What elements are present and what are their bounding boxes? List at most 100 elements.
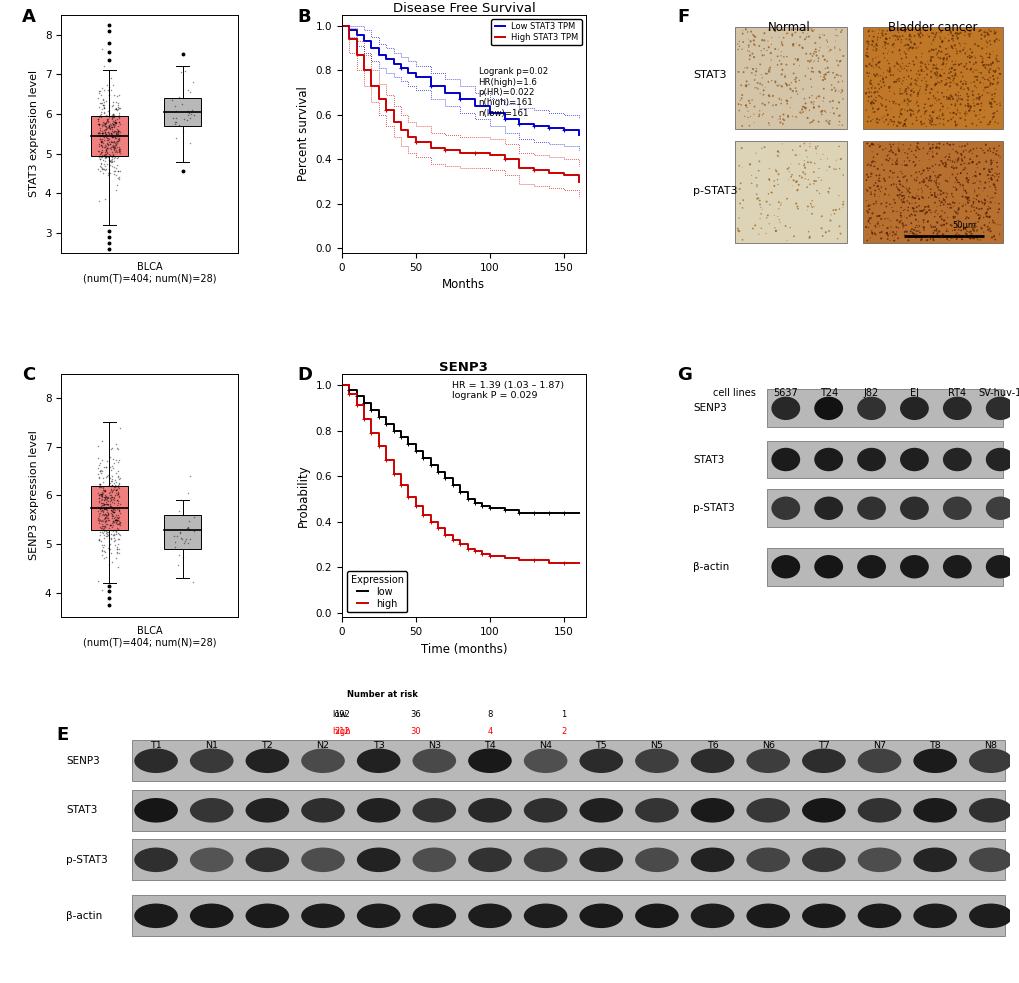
Point: [99, 132, 115, 147]
Point: [104, 500, 120, 516]
Point: [98, 143, 114, 158]
Point: [101, 79, 117, 94]
Point: [110, 100, 126, 116]
Point: [99, 504, 115, 520]
Point: [102, 505, 118, 521]
Point: [94, 542, 110, 557]
Point: [94, 520, 110, 536]
Point: [108, 452, 124, 468]
Point: [111, 144, 127, 159]
Ellipse shape: [856, 555, 886, 578]
Title: SENP3: SENP3: [439, 361, 488, 374]
Point: [100, 525, 116, 541]
Point: [107, 163, 123, 179]
Text: p-STAT3: p-STAT3: [66, 855, 108, 865]
Point: [108, 100, 124, 116]
Point: [104, 472, 120, 488]
Point: [95, 492, 111, 507]
Point: [99, 135, 115, 150]
Point: [108, 545, 124, 560]
Ellipse shape: [412, 798, 455, 823]
Point: [98, 114, 114, 130]
Point: [99, 136, 115, 151]
Point: [172, 524, 189, 540]
Point: [100, 124, 116, 140]
Point: [96, 501, 112, 517]
Point: [104, 515, 120, 531]
Point: [94, 497, 110, 513]
Point: [175, 536, 192, 551]
Ellipse shape: [190, 748, 233, 773]
Point: [105, 106, 121, 122]
Point: [110, 512, 126, 528]
Point: [91, 532, 107, 548]
Point: [101, 118, 117, 134]
Point: [93, 465, 109, 481]
Point: [185, 508, 202, 524]
Point: [111, 545, 127, 560]
Point: [92, 486, 108, 501]
Point: [95, 503, 111, 519]
Point: [101, 512, 117, 528]
Point: [103, 139, 119, 154]
Ellipse shape: [579, 847, 623, 872]
Point: [174, 549, 191, 565]
Point: [102, 133, 118, 148]
Point: [102, 517, 118, 533]
Point: [105, 513, 121, 529]
Ellipse shape: [912, 748, 956, 773]
Text: Logrank p=0.02
HR(high)=1.6
p(HR)=0.022
n(high)=161
n(low)=161: Logrank p=0.02 HR(high)=1.6 p(HR)=0.022 …: [478, 67, 547, 118]
X-axis label: BLCA
(num(T)=404; num(N)=28): BLCA (num(T)=404; num(N)=28): [83, 261, 216, 283]
Point: [98, 523, 114, 539]
Point: [104, 153, 120, 169]
Point: [104, 128, 120, 144]
Point: [107, 115, 123, 131]
Point: [101, 120, 117, 136]
Point: [94, 544, 110, 559]
Ellipse shape: [690, 903, 734, 928]
Point: [107, 115, 123, 131]
Point: [94, 125, 110, 141]
Point: [107, 108, 123, 124]
Ellipse shape: [856, 448, 886, 471]
Point: [94, 434, 110, 449]
Point: [104, 154, 120, 170]
Point: [93, 487, 109, 502]
Point: [97, 510, 113, 526]
Point: [98, 115, 114, 131]
Ellipse shape: [857, 748, 901, 773]
Point: [181, 110, 198, 126]
Point: [108, 129, 124, 145]
Point: [111, 476, 127, 492]
Point: [111, 488, 127, 503]
Point: [105, 140, 121, 155]
Point: [97, 501, 113, 517]
Point: [97, 145, 113, 161]
Point: [95, 480, 111, 495]
Point: [105, 501, 121, 517]
Point: [92, 505, 108, 521]
Point: [97, 482, 113, 497]
Point: [106, 533, 122, 549]
Text: p-STAT3: p-STAT3: [692, 503, 734, 513]
Point: [176, 63, 193, 79]
Text: T2: T2: [261, 741, 273, 750]
Point: [91, 479, 107, 494]
Point: [105, 517, 121, 533]
Ellipse shape: [857, 798, 901, 823]
Point: [110, 163, 126, 179]
FancyBboxPatch shape: [734, 27, 846, 129]
Point: [104, 504, 120, 520]
Text: 30: 30: [410, 727, 421, 736]
Point: [103, 148, 119, 164]
Point: [92, 480, 108, 495]
Point: [112, 527, 128, 543]
Point: [93, 498, 109, 514]
Point: [100, 489, 116, 504]
Point: [101, 556, 117, 572]
Text: 1: 1: [560, 710, 566, 719]
Point: [103, 463, 119, 479]
Point: [107, 506, 123, 522]
Point: [95, 92, 111, 108]
Text: high: high: [332, 727, 351, 736]
